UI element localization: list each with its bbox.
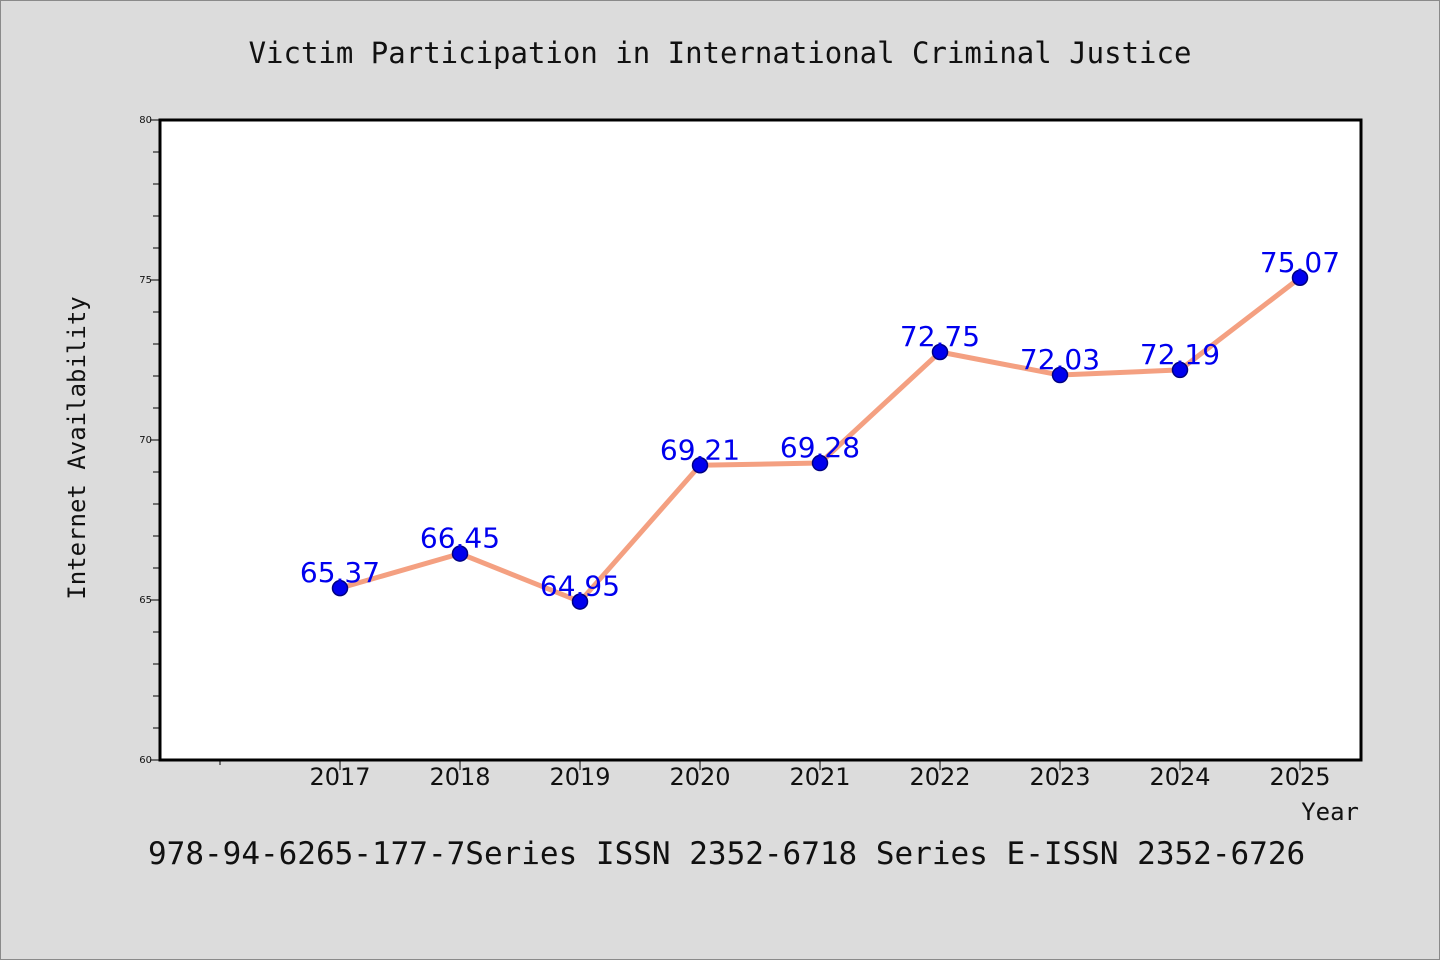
plot-area: [158, 118, 1363, 762]
data-point-marker: [451, 545, 469, 562]
data-point-marker: [811, 454, 829, 472]
data-point-marker: [571, 593, 589, 610]
data-label: 69.21: [660, 433, 740, 466]
y-tick-label: 60: [139, 755, 152, 766]
data-point-marker: [1051, 366, 1069, 384]
data-point-marker: [1171, 361, 1189, 379]
markers-group: [331, 269, 1309, 610]
y-axis-label: Internet Availability: [63, 296, 91, 599]
chart-title: Victim Participation in International Cr…: [249, 36, 1192, 70]
data-label: 72.75: [900, 320, 980, 353]
data-point-marker: [331, 579, 349, 597]
data-label: 65.37: [300, 556, 380, 589]
y-axis: 60 65 70 75 80: [139, 115, 160, 766]
data-label: 64.95: [540, 570, 620, 603]
data-label: 72.03: [1020, 343, 1100, 376]
data-point-marker: [691, 457, 709, 474]
y-tick-label: 70: [139, 435, 152, 446]
x-tick-label: 2022: [909, 763, 970, 791]
x-tick-label: 2023: [1029, 763, 1090, 791]
data-point-marker: [1291, 269, 1309, 287]
data-labels-group: 65.37 66.45 64.95 69.21 69.28 72.75 72.03 72.19…: [300, 246, 1340, 603]
x-tick-label: 2019: [549, 763, 610, 791]
x-axis: 2017 2018 2019 2020 2021 2022 2023 2024 2025: [219, 760, 1331, 791]
x-tick-label: 2017: [309, 763, 370, 791]
data-label: 66.45: [420, 522, 500, 555]
data-label: 69.28: [780, 431, 860, 464]
x-tick-label: 2021: [789, 763, 850, 791]
x-tick-label: 2025: [1269, 763, 1330, 791]
y-tick-label: 65: [139, 595, 152, 606]
x-axis-label: Year: [1301, 798, 1359, 826]
footer-isbn-text: 978-94-6265-177-7Series ISSN 2352-6718 S…: [148, 836, 1305, 872]
x-tick-label: 2024: [1149, 763, 1210, 791]
x-tick-label: 2018: [429, 763, 490, 791]
data-label: 72.19: [1140, 338, 1220, 371]
data-point-marker: [931, 343, 949, 361]
y-tick-label: 80: [139, 115, 152, 126]
x-tick-label: 2020: [669, 763, 730, 791]
data-label: 75.07: [1260, 246, 1340, 279]
y-tick-label: 75: [139, 275, 152, 286]
